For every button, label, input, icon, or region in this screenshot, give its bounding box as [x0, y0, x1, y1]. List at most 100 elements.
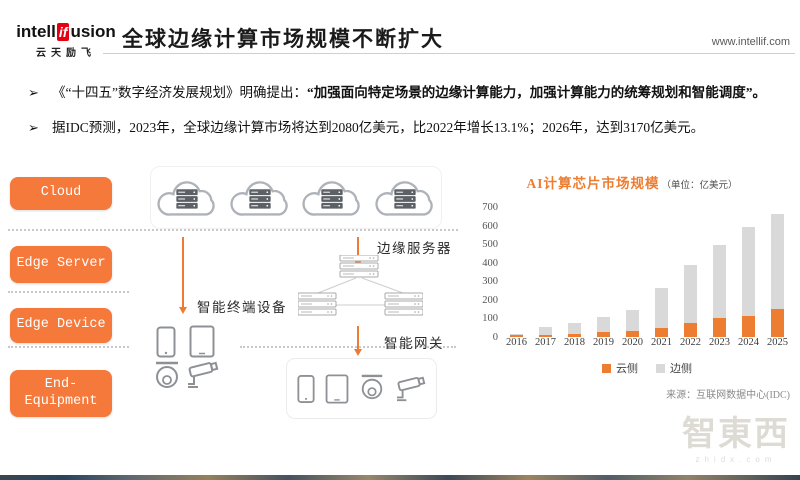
bar-2025 [771, 213, 784, 337]
chart-source: 来源：互联网数据中心(IDC) [666, 390, 790, 401]
market-size-chart: AI计算芯片市场规模 （单位：亿美元） 0 100 200 300 400 500 600 70… [470, 172, 794, 401]
y-axis-tick: 0 [492, 332, 498, 343]
bullet-arrow-icon: ➢ [28, 120, 39, 135]
watermark-domain: zhidx.com [695, 455, 777, 464]
layer-button-cloud: Cloud [10, 177, 112, 210]
legend-label: 边侧 [670, 363, 692, 375]
bar-segment-边侧-2023 [713, 245, 726, 319]
x-axis-label: 2023 [709, 337, 730, 348]
x-axis-label: 2018 [564, 337, 585, 348]
cctv-camera-icon [188, 361, 219, 388]
x-axis-labels: 2016 2017 2018 2019 2020 2021 2022 2023 2024 2025 [502, 337, 792, 348]
bar-segment-云侧-2017 [539, 334, 552, 337]
bullet-arrow-icon: ➢ [28, 85, 39, 100]
smartphone-icon [296, 374, 315, 403]
chart-title: AI计算芯片市场规模 [526, 176, 660, 191]
chart-title-row: AI计算芯片市场规模 （单位：亿美元） [470, 172, 794, 193]
bar-segment-云侧-2023 [713, 318, 726, 337]
bar-segment-云侧-2022 [684, 323, 697, 337]
y-axis-tick: 300 [482, 276, 498, 288]
gateway-devices-box [286, 358, 437, 419]
bar-2020 [626, 310, 639, 337]
logo-if-badge: if [56, 23, 70, 41]
edge-server-cluster-diagram [298, 255, 423, 316]
x-axis-label: 2016 [506, 337, 527, 348]
chart-unit-label: （单位：亿美元） [661, 181, 738, 191]
layer-divider-2 [8, 291, 129, 293]
cloud-layer-box [150, 166, 442, 229]
x-axis-label: 2025 [767, 337, 788, 348]
y-axis-tick: 400 [482, 257, 498, 269]
layer-divider-1 [8, 229, 458, 231]
logo-chinese-name: 云天励飞 [36, 48, 96, 59]
bar-segment-云侧-2024 [742, 316, 755, 337]
smart-terminal-label: 智能终端设备 [197, 300, 287, 315]
bar-segment-云侧-2018 [568, 333, 581, 337]
x-axis-label: 2021 [651, 337, 672, 348]
bar-segment-边侧-2016 [510, 334, 523, 336]
tablet-icon [189, 325, 215, 358]
bar-segment-边侧-2018 [568, 323, 581, 334]
edge-server-label: 边缘服务器 [377, 241, 452, 256]
bar-segment-云侧-2025 [771, 309, 784, 337]
arrow-down-to-gateway [353, 326, 362, 356]
logo-text-right: usion [70, 22, 116, 41]
smartphone-icon [156, 326, 176, 358]
bar-2016 [510, 334, 523, 337]
x-axis-label: 2020 [622, 337, 643, 348]
logo-wordmark: intell if usion [14, 22, 118, 42]
bar-segment-边侧-2021 [655, 287, 668, 328]
y-axis-tick: 100 [482, 313, 498, 325]
layer-button-end-equipment: End-Equipment [10, 370, 112, 417]
chart-legend: 云侧 边侧 [502, 360, 792, 376]
company-logo: intell if usion 云天励飞 [14, 22, 118, 59]
cloud-server-icon [230, 180, 288, 216]
y-axis-tick: 200 [482, 294, 498, 306]
legend-item-边侧: 边侧 [656, 360, 692, 376]
bar-2018 [568, 323, 581, 337]
cctv-camera-icon [396, 376, 425, 401]
dome-camera-icon [361, 374, 382, 400]
smart-gateway-label: 智能网关 [384, 336, 444, 351]
bullet-2-text: 据IDC预测，2023年，全球边缘计算市场将达到2080亿美元，比2022年增长… [52, 120, 705, 135]
x-axis-label: 2024 [738, 337, 759, 348]
legend-marker [656, 363, 665, 373]
website-url: www.intellif.com [711, 36, 790, 48]
layer-divider-3-right [240, 346, 456, 348]
bar-segment-边侧-2025 [771, 213, 784, 310]
bar-segment-边侧-2019 [597, 316, 610, 333]
bars-row [502, 207, 792, 337]
chart-plot: 0 100 200 300 400 500 600 700 [482, 202, 792, 343]
layer-divider-3-left [8, 346, 129, 348]
legend-label: 云侧 [616, 363, 638, 375]
bar-segment-云侧-2016 [510, 335, 523, 337]
bar-segment-边侧-2020 [626, 310, 639, 332]
tablet-icon [325, 373, 348, 404]
bullet-point-1: ➢ 《“十四五”数字经济发展规划》明确提出：“加强面向特定场景的边缘计算能力，加… [28, 84, 790, 102]
x-axis-label: 2019 [593, 337, 614, 348]
bar-2019 [597, 316, 610, 337]
bar-2017 [539, 327, 552, 337]
cloud-server-icon [157, 180, 215, 216]
cloud-server-icon [302, 180, 360, 216]
bar-segment-边侧-2024 [742, 226, 755, 316]
watermark-logo-text: 智東西 [682, 416, 790, 453]
layer-button-edge-device: Edge Device [10, 308, 112, 343]
bar-segment-云侧-2021 [655, 327, 668, 337]
y-axis-tick: 700 [482, 202, 498, 213]
zhidx-watermark: 智東西 zhidx.com [682, 416, 790, 465]
bar-2024 [742, 226, 755, 337]
bar-segment-边侧-2022 [684, 264, 697, 324]
dome-camera-icon [156, 361, 178, 388]
bar-2021 [655, 287, 668, 337]
bullet-point-2: ➢ 据IDC预测，2023年，全球边缘计算市场将达到2080亿美元，比2022年… [28, 119, 790, 137]
bar-2023 [713, 245, 726, 337]
bar-segment-云侧-2020 [626, 331, 639, 337]
page-title: 全球边缘计算市场规模不断扩大 [122, 27, 444, 51]
bottom-video-strip [0, 475, 800, 480]
bar-2022 [684, 264, 697, 337]
y-axis-tick: 600 [482, 220, 498, 232]
header-divider [103, 53, 795, 54]
legend-item-云侧: 云侧 [602, 360, 638, 376]
